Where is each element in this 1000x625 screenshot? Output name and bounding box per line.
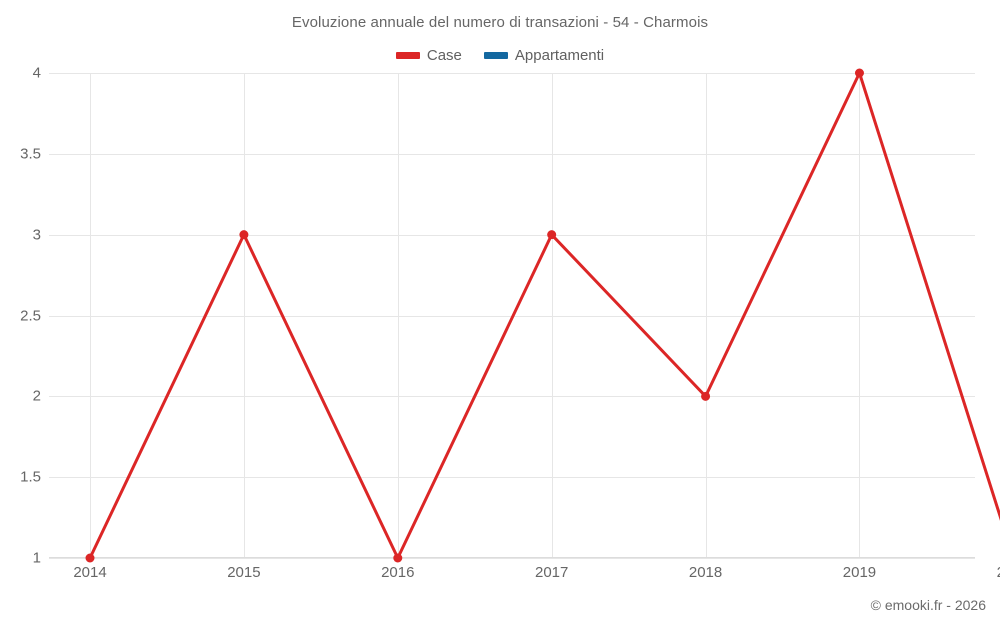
legend-swatch-icon [483,51,508,59]
data-point-marker[interactable] [239,230,249,240]
gridline-horizontal [49,153,975,155]
y-axis-tick-label: 2.5 [20,307,41,324]
x-axis-line [49,557,975,558]
y-axis-tick-label: 2 [32,387,41,405]
chart-legend: Case Appartamenti [0,44,1000,66]
gridline-horizontal [49,234,975,236]
data-point-marker[interactable] [85,553,95,563]
data-point-marker[interactable] [393,553,403,563]
data-point-marker[interactable] [854,68,864,78]
y-axis-tick-label: 1 [32,549,41,567]
x-axis-tick-label: 2020 [997,564,1000,581]
x-axis-tick-labels: 2014201520162017201820192020202120222023… [49,564,1000,588]
copyright-footer: © emooki.fr - 2026 [870,597,986,613]
y-axis-tick-label: 3.5 [20,145,41,163]
x-axis-tick-label: 2015 [227,564,261,581]
legend-item-case[interactable]: Case [395,46,462,64]
x-axis-tick-label: 2019 [842,564,877,581]
y-axis-tick-label: 3 [32,226,41,244]
legend-swatch-icon [395,51,420,59]
legend-label: Appartamenti [514,46,605,64]
chart-title: Evoluzione annuale del numero di transaz… [291,14,709,31]
y-axis-tick-labels: 4 3.5 3 2.5 2 1.5 1 [0,65,41,567]
legend-item-appartamenti[interactable]: Appartamenti [483,46,605,64]
x-axis-tick-label: 2017 [534,564,569,581]
y-axis-tick-label: 4 [32,64,41,82]
series-layer [85,68,1000,563]
data-point-marker[interactable] [547,230,557,240]
x-axis-tick-label: 2018 [688,564,723,581]
series-line-case [88,71,1000,560]
gridline-horizontal [49,396,975,398]
data-point-marker[interactable] [701,391,711,401]
x-axis-tick-label: 2014 [73,564,107,581]
y-axis-tick-label: 1.5 [20,468,41,486]
x-axis-tick-label: 2016 [381,564,415,581]
gridline-horizontal [49,73,975,74]
plot-area [49,68,1000,563]
legend-label: Case [426,46,462,64]
gridline-horizontal [49,558,975,559]
gridline-horizontal [49,477,975,479]
